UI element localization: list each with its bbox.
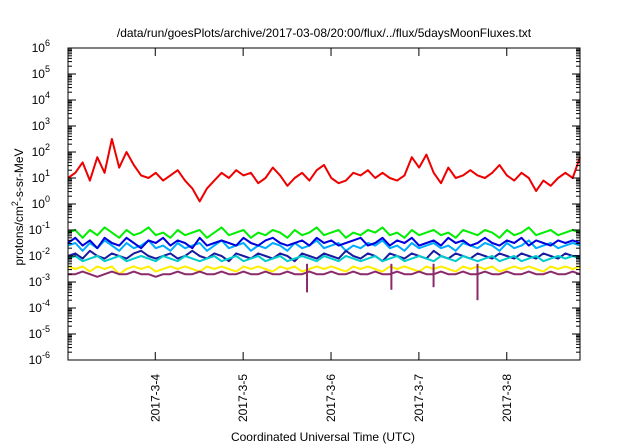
chart-title: /data/run/goesPlots/archive/2017-03-08/2…: [117, 26, 532, 40]
y-tick-label-2: 104: [32, 90, 50, 107]
y-tick-label-7: 10-1: [29, 220, 50, 237]
x-tick-label-3: 2017-3-7: [412, 374, 426, 422]
series-line-6: [67, 265, 581, 276]
y-axis-label: protons/cm2-s-sr-MeV: [10, 148, 26, 265]
y-tick-label-10: 10-4: [29, 298, 50, 315]
y-tick-label-4: 102: [32, 142, 50, 159]
series-line-2: [67, 239, 581, 252]
series-line-7: [68, 270, 581, 278]
y-tick-label-9: 10-3: [29, 272, 50, 289]
y-tick-label-11: 10-5: [29, 324, 50, 341]
y-label-superscript: 2: [10, 201, 20, 206]
x-axis-label: Coordinated Universal Time (UTC): [231, 430, 415, 444]
series-line-1: [67, 226, 581, 239]
y-tick-label-0: 106: [32, 38, 50, 55]
y-tick-label-5: 101: [32, 168, 50, 185]
y-tick-label-1: 105: [32, 64, 50, 81]
y-label-part-1: protons/cm: [12, 206, 26, 265]
y-tick-label-3: 103: [32, 116, 50, 133]
x-tick-label-0: 2017-3-4: [148, 374, 162, 422]
x-tick-label-1: 2017-3-5: [236, 374, 250, 422]
svg-text:protons/cm2-s-sr-MeV: protons/cm2-s-sr-MeV: [10, 148, 26, 265]
axis-layer: 106 105 104 103 102 101 100 10-1 10-2 10-3 10-4 10-…: [29, 38, 580, 422]
series-line-3: [67, 236, 581, 250]
y-tick-label-12: 10-6: [29, 350, 50, 367]
x-tick-label-2: 2017-3-6: [324, 374, 338, 422]
y-tick-label-8: 10-2: [29, 246, 50, 263]
y-label-part-2: -s-sr-MeV: [12, 148, 26, 201]
data-layer: [67, 138, 581, 301]
series-line-5: [67, 255, 581, 263]
plot-frame: [67, 47, 581, 361]
x-tick-label-4: 2017-3-8: [500, 374, 514, 422]
series-line-0: [67, 138, 581, 203]
y-tick-label-6: 100: [32, 194, 50, 211]
